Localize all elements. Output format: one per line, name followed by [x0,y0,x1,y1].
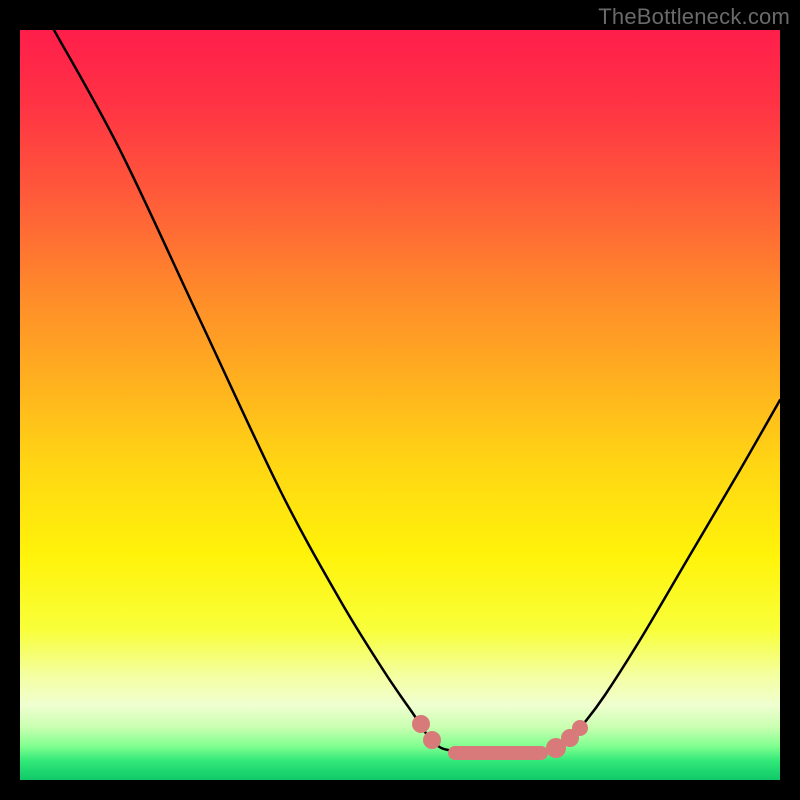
gradient-background [20,30,780,780]
watermark-text: TheBottleneck.com [598,4,790,30]
bottleneck-chart [0,0,800,800]
chart-frame: TheBottleneck.com [0,0,800,800]
